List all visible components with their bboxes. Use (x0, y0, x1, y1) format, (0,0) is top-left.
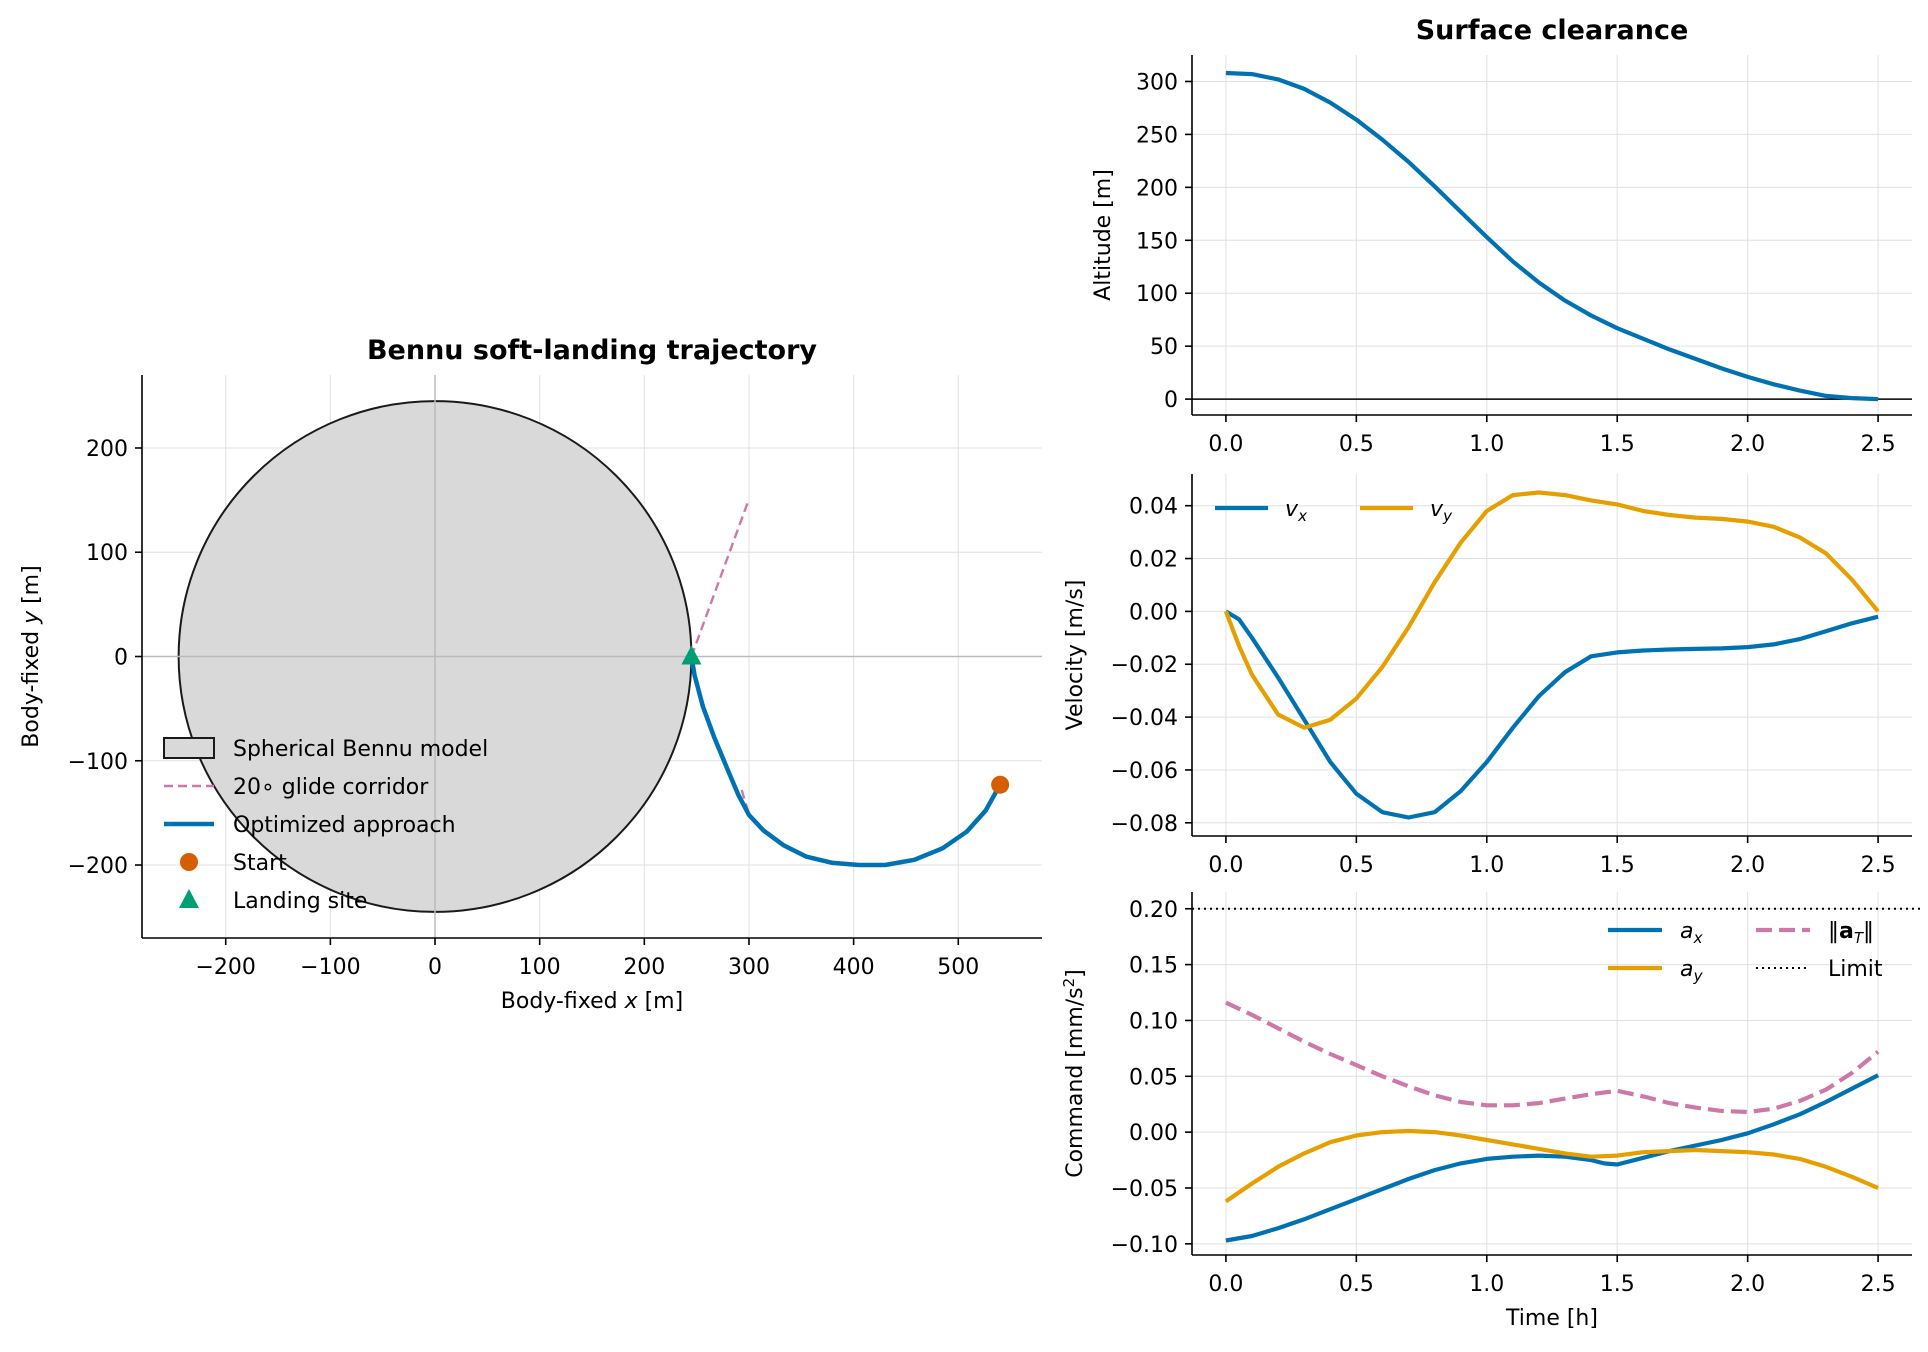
ay-line (1224, 1128, 1879, 1204)
chart-title: Bennu soft-landing trajectory (367, 335, 817, 366)
x-tick-label: 2.5 (1861, 432, 1896, 457)
y-axis-label: Body-fixed y [m] (19, 565, 44, 747)
x-tick-label: 0.5 (1339, 853, 1374, 878)
altitude-line (1225, 70, 1879, 402)
y-tick-label: −0.02 (1111, 653, 1178, 678)
y-tick-label: 0.15 (1129, 954, 1178, 979)
x-tick-label: 2.5 (1861, 1272, 1896, 1297)
x-tick-label: 100 (519, 955, 561, 980)
y-tick-label: 150 (1136, 229, 1178, 254)
x-tick-label: 500 (937, 955, 979, 980)
y-tick-label: 0.02 (1129, 548, 1178, 573)
trajectory-line (689, 654, 1003, 868)
y-tick-label: 0.00 (1129, 600, 1178, 625)
vx-line (1224, 609, 1879, 820)
x-axis-label: Body-fixed x [m] (501, 989, 683, 1014)
legend: Spherical Bennu model 20∘ glide corridor O… (163, 737, 488, 914)
y-tick-label: −0.10 (1111, 1233, 1178, 1258)
y-tick-label: 0 (114, 646, 128, 671)
aT-norm-line (1225, 1000, 1880, 1115)
y-tick-label: 100 (1136, 282, 1178, 307)
vy-line (1223, 490, 1880, 730)
legend-entry-label: 20∘ glide corridor (233, 775, 429, 800)
landing-site-marker (681, 645, 702, 665)
y-tick-label: 0.10 (1129, 1009, 1178, 1034)
x-tick-label: 2.0 (1730, 432, 1765, 457)
y-tick-label: −100 (68, 750, 128, 775)
legend: vx vy (1215, 497, 1453, 525)
x-tick-label: 200 (623, 955, 665, 980)
legend-entry-label: ay (1680, 957, 1703, 985)
x-tick-label: 300 (728, 955, 770, 980)
altitude-panel: 0.0 0.5 1.0 1.5 2.0 2.5 0 50 100 150 200 250 300 Surf… (1091, 15, 1912, 457)
x-tick-label: 0.0 (1208, 853, 1243, 878)
y-tick-label: −0.08 (1111, 812, 1178, 837)
x-tick-label: 0.0 (1208, 432, 1243, 457)
legend-entry-label: vy (1430, 497, 1453, 525)
y-tick-label: 100 (86, 541, 128, 566)
x-tick-label: 0.5 (1339, 432, 1374, 457)
y-tick-label: 200 (86, 437, 128, 462)
legend-entry-label: ax (1680, 919, 1703, 947)
y-tick-label: −200 (68, 854, 128, 879)
x-tick-label: 1.0 (1469, 432, 1504, 457)
y-tick-label: 250 (1136, 123, 1178, 148)
y-tick-label: −0.05 (1111, 1177, 1178, 1202)
x-tick-label: −200 (196, 955, 256, 980)
x-tick-label: 1.5 (1600, 853, 1635, 878)
x-tick-label: 2.0 (1730, 1272, 1765, 1297)
legend-entry-label: Spherical Bennu model (233, 737, 488, 762)
legend-entry-label: ‖aT‖ (1828, 919, 1874, 947)
legend-entry-label: Limit (1828, 957, 1883, 982)
chart-title: Surface clearance (1416, 15, 1689, 46)
y-tick-label: 200 (1136, 176, 1178, 201)
legend-swatch-landing (179, 889, 199, 908)
y-tick-label: −0.06 (1111, 759, 1178, 784)
x-tick-label: 1.0 (1469, 1272, 1504, 1297)
x-tick-label: 1.5 (1600, 432, 1635, 457)
glide-corridor-line (690, 498, 751, 657)
x-tick-label: 0.5 (1339, 1272, 1374, 1297)
legend-swatch-bennu (163, 737, 215, 759)
start-marker (991, 775, 1010, 794)
legend: ax ay ‖aT‖ Limit (1608, 919, 1883, 985)
y-axis-label: Velocity [m/s] (1063, 580, 1088, 731)
x-tick-label: 2.0 (1730, 853, 1765, 878)
velocity-panel: 0.0 0.5 1.0 1.5 2.0 2.5 −0.08 −0.06 −0.04 −0.02 0.… (1063, 474, 1912, 878)
x-axis-label: Time [h] (1505, 1306, 1598, 1331)
x-tick-label: 1.0 (1469, 853, 1504, 878)
y-axis-label: Altitude [m] (1091, 169, 1116, 301)
y-tick-label: 0.05 (1129, 1065, 1178, 1090)
command-panel: 0.0 0.5 1.0 1.5 2.0 2.5 −0.10 −0.05 0.00 0.05 0.10… (1060, 892, 1922, 1331)
y-tick-label: 0 (1164, 388, 1178, 413)
y-tick-label: 300 (1136, 70, 1178, 95)
x-tick-label: 2.5 (1861, 853, 1896, 878)
legend-entry-label: vx (1285, 497, 1308, 525)
y-tick-label: 0.20 (1129, 898, 1178, 923)
y-tick-label: 0.04 (1129, 495, 1178, 520)
y-tick-label: 50 (1150, 335, 1178, 360)
ax-line (1225, 1073, 1880, 1243)
x-tick-label: 400 (833, 955, 875, 980)
y-tick-label: −0.04 (1111, 706, 1178, 731)
legend-entry-label: Optimized approach (233, 813, 456, 838)
x-tick-label: 0 (428, 955, 442, 980)
x-tick-label: −100 (300, 955, 360, 980)
legend-entry-label: Start (233, 851, 287, 876)
trajectory-panel: −200 −100 0 100 200 300 400 500 −200 −100 0 100 200 B… (19, 335, 1042, 1014)
legend-entry-label: Landing site (233, 889, 367, 914)
y-tick-label: 0.00 (1129, 1121, 1178, 1146)
x-tick-label: 1.5 (1600, 1272, 1635, 1297)
x-tick-label: 0.0 (1208, 1272, 1243, 1297)
legend-swatch-start (180, 853, 198, 871)
y-axis-label: Command [mm/s2] (1060, 969, 1088, 1178)
